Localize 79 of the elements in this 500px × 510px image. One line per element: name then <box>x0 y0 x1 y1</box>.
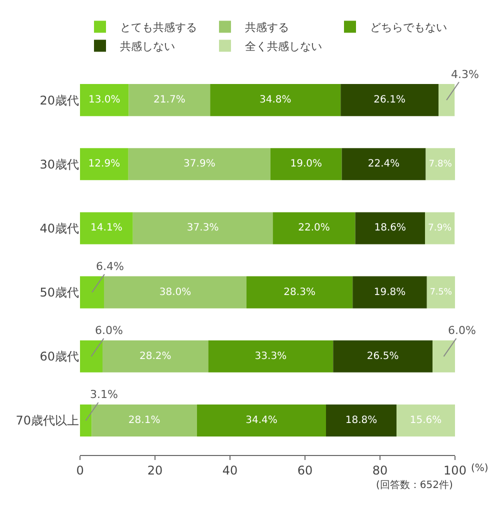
data-label: 26.5% <box>366 350 399 362</box>
bar <box>326 404 396 437</box>
legend-label: 全く共感しない <box>245 40 322 54</box>
y-tick-label: 20歳代 <box>40 93 79 108</box>
bar <box>208 340 334 372</box>
data-label: 6.4% <box>96 260 124 273</box>
data-label: 19.8% <box>374 286 406 298</box>
legend-label: どちらでもない <box>370 21 447 34</box>
data-label: 6.0% <box>448 324 476 337</box>
bar <box>432 340 455 372</box>
data-label: 28.2% <box>139 350 172 362</box>
y-tick-label: 50歳代 <box>40 286 79 300</box>
y-tick-label: 60歳代 <box>40 350 79 364</box>
data-label: 22.0% <box>298 222 330 234</box>
bar <box>104 276 246 308</box>
y-tick-label: 70歳代以上 <box>16 414 79 428</box>
y-tick-label: 30歳代 <box>40 157 79 172</box>
y-tick-label: 40歳代 <box>40 221 79 236</box>
bar <box>352 276 427 308</box>
bar <box>272 212 356 244</box>
bar <box>340 84 438 116</box>
data-label: 37.9% <box>184 158 216 170</box>
bar <box>80 404 92 437</box>
data-label: 18.6% <box>374 222 406 234</box>
bar <box>92 404 197 437</box>
x-tick-label: 40 <box>222 463 238 478</box>
bar <box>210 84 341 116</box>
bar <box>426 148 455 180</box>
bar <box>197 404 326 437</box>
data-label: 14.1% <box>90 222 122 234</box>
data-label: 22.4% <box>368 158 400 170</box>
data-label: 28.1% <box>128 415 160 426</box>
data-label: 37.3% <box>186 222 219 234</box>
bar <box>132 212 273 244</box>
data-label: 28.3% <box>284 286 316 298</box>
bar <box>246 276 353 308</box>
bar <box>333 340 432 372</box>
bar <box>342 148 426 180</box>
data-label: 13.0% <box>88 94 120 106</box>
x-tick-label: 80 <box>372 463 388 478</box>
data-label: 34.8% <box>259 94 292 106</box>
legend-label: 共感する <box>245 21 289 34</box>
x-tick-label: 60 <box>297 463 313 478</box>
data-label: 21.7% <box>154 94 186 106</box>
text: (回答数：652件) <box>376 479 453 491</box>
data-label: 19.0% <box>290 158 322 170</box>
bar <box>425 212 455 244</box>
bar <box>80 148 128 180</box>
x-axis-title: (%) <box>471 463 488 474</box>
data-label: 7.9% <box>428 222 452 234</box>
data-label: 3.1% <box>90 388 118 401</box>
legend-label: 共感しない <box>120 40 175 54</box>
bar <box>128 84 210 116</box>
legend-label: とても共感する <box>120 21 197 34</box>
bar <box>80 212 133 244</box>
bar <box>355 212 425 244</box>
bar <box>426 276 455 308</box>
data-label: 38.0% <box>159 286 192 298</box>
bar <box>438 84 455 116</box>
x-tick-label: 0 <box>76 463 84 478</box>
bar <box>80 340 102 372</box>
x-tick-label: 20 <box>147 463 163 478</box>
bar <box>270 148 342 180</box>
x-tick-label: 100 <box>444 463 466 478</box>
data-label: 34.4% <box>246 415 278 426</box>
data-label: 7.8% <box>428 159 452 170</box>
bar <box>396 404 455 437</box>
bar <box>80 276 104 308</box>
data-label: 26.1% <box>374 94 406 106</box>
bar <box>102 340 208 372</box>
data-label: 12.9% <box>88 158 120 170</box>
data-label: 18.8% <box>345 415 378 426</box>
bar <box>128 148 270 180</box>
data-label: 33.3% <box>254 350 287 362</box>
data-label: 6.0% <box>95 324 123 337</box>
data-label: 7.5% <box>430 287 452 298</box>
data-label: 4.3% <box>451 68 479 81</box>
data-label: 15.6% <box>410 415 442 426</box>
bar <box>80 84 129 116</box>
